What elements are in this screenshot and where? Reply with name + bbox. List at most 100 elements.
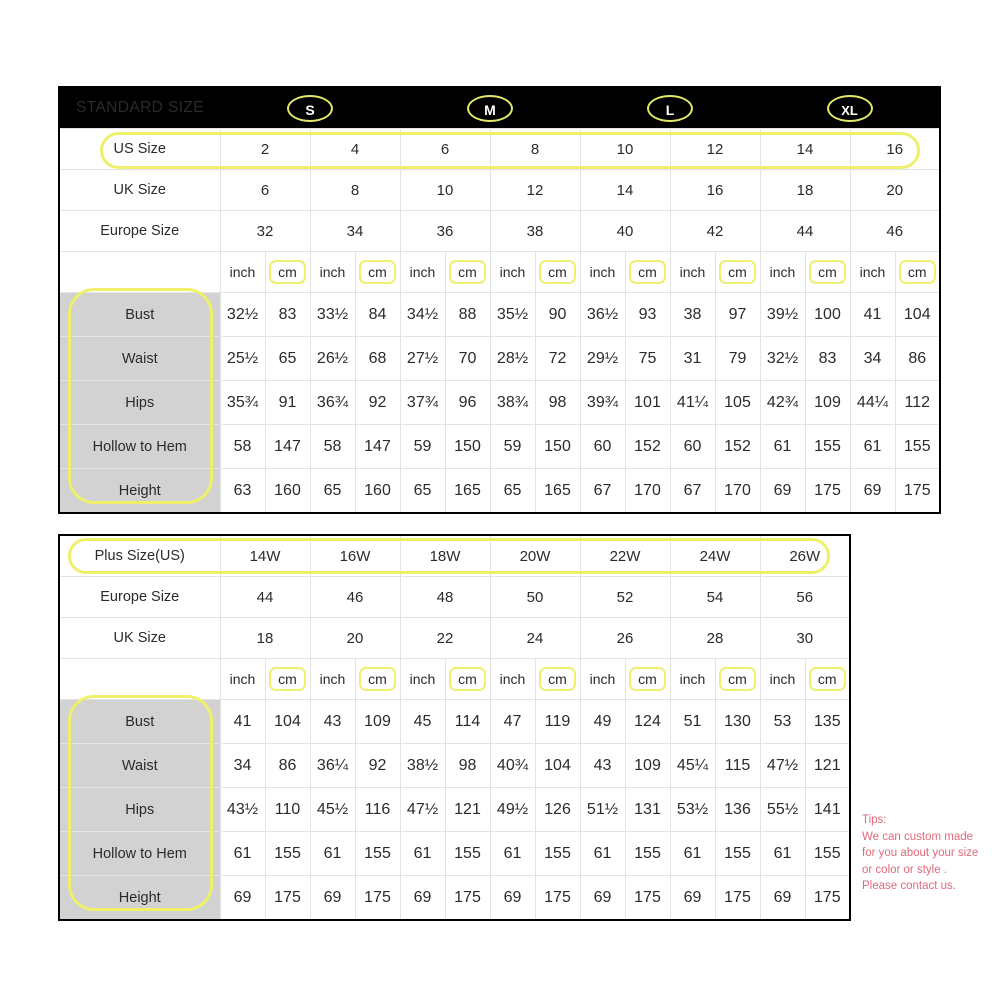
- unit-inch: inch: [309, 658, 356, 700]
- cell-value: 160: [264, 468, 311, 514]
- row-label-waist-plus: Waist: [58, 743, 221, 788]
- cell-value: 20W: [489, 534, 581, 577]
- cell-value: 61: [219, 831, 266, 876]
- cell-value: 90: [534, 292, 581, 337]
- cell-value: 61: [759, 424, 806, 469]
- cell-value: 18W: [399, 534, 491, 577]
- cell-value: 98: [534, 380, 581, 425]
- cell-value: 69: [849, 468, 896, 514]
- cell-value: 43: [579, 743, 626, 788]
- size-badge-l: L: [647, 94, 693, 122]
- cell-value: 124: [624, 699, 671, 744]
- row-label-bust: Bust: [58, 292, 221, 337]
- cell-value: 18: [219, 617, 311, 659]
- cell-value: 44¼: [849, 380, 896, 425]
- cell-value: 109: [624, 743, 671, 788]
- cell-value: 68: [354, 336, 401, 381]
- cell-value: 41¼: [669, 380, 716, 425]
- cell-value: 34: [849, 336, 896, 381]
- cell-value: 24W: [669, 534, 761, 577]
- unit-cm: cm: [714, 251, 761, 293]
- cell-value: 98: [444, 743, 491, 788]
- cell-value: 25½: [219, 336, 266, 381]
- cell-value: 24: [489, 617, 581, 659]
- unit-cm: cm: [714, 658, 761, 700]
- cell-value: 121: [804, 743, 851, 788]
- cell-value: 69: [309, 875, 356, 921]
- unit-row-label: [58, 658, 221, 700]
- tips-line: for you about your size: [862, 847, 979, 859]
- cell-value: 32½: [219, 292, 266, 337]
- unit-row-plus: inch cm inch cm inch cm inch cm inch cm …: [58, 658, 851, 700]
- cell-value: 49½: [489, 787, 536, 832]
- cell-value: 136: [714, 787, 761, 832]
- cell-value: 38: [489, 210, 581, 252]
- cell-value: 50: [489, 576, 581, 618]
- unit-cm: cm: [624, 658, 671, 700]
- size-badge-xl: XL: [826, 94, 873, 122]
- row-label-hips-plus: Hips: [58, 787, 221, 832]
- cell-value: 155: [894, 424, 941, 469]
- cell-value: 61: [579, 831, 626, 876]
- cell-value: 36¾: [309, 380, 356, 425]
- unit-cm-label: cm: [808, 667, 846, 691]
- cell-value: 10: [579, 128, 671, 170]
- cell-value: 65: [489, 468, 536, 514]
- cell-value: 40: [579, 210, 671, 252]
- unit-cm-label: cm: [719, 260, 756, 284]
- cell-value: 31: [669, 336, 716, 381]
- cell-value: 61: [309, 831, 356, 876]
- table-row: Hollow to Hem 61 155 61 155 61 155 61 15…: [58, 831, 851, 876]
- cell-value: 121: [444, 787, 491, 832]
- unit-cm-label: cm: [539, 667, 576, 691]
- cell-value: 43½: [219, 787, 266, 832]
- cell-value: 32½: [759, 336, 806, 381]
- unit-cm: cm: [354, 251, 401, 293]
- unit-row-standard: inch cm inch cm inch cm inch cm inch cm …: [58, 251, 941, 293]
- cell-value: 69: [759, 468, 806, 514]
- cell-value: 6: [399, 128, 491, 170]
- cell-value: 52: [579, 576, 671, 618]
- cell-value: 165: [534, 468, 581, 514]
- cell-value: 51½: [579, 787, 626, 832]
- cell-value: 14: [759, 128, 851, 170]
- cell-value: 16W: [309, 534, 401, 577]
- unit-row-label: [58, 251, 221, 293]
- cell-value: 2: [219, 128, 311, 170]
- cell-value: 155: [804, 424, 851, 469]
- row-label-europe-size: Europe Size: [58, 210, 221, 252]
- unit-cm: cm: [264, 251, 311, 293]
- cell-value: 34: [309, 210, 401, 252]
- cell-value: 96: [444, 380, 491, 425]
- tips-note: Tips: We can custom made for you about y…: [862, 812, 1000, 895]
- row-label-bust-plus: Bust: [58, 699, 221, 744]
- cell-value: 65: [399, 468, 446, 514]
- cell-value: 104: [264, 699, 311, 744]
- cell-value: 44: [759, 210, 851, 252]
- cell-value: 135: [804, 699, 851, 744]
- cell-value: 22: [399, 617, 491, 659]
- cell-value: 58: [309, 424, 356, 469]
- unit-cm-label: cm: [539, 260, 576, 284]
- cell-value: 155: [714, 831, 761, 876]
- cell-value: 116: [354, 787, 401, 832]
- cell-value: 38: [669, 292, 716, 337]
- cell-value: 175: [444, 875, 491, 921]
- cell-value: 26W: [759, 534, 851, 577]
- cell-value: 39¾: [579, 380, 626, 425]
- table-row: Height 63 160 65 160 65 165 65 165 67 17…: [58, 468, 941, 514]
- cell-value: 101: [624, 380, 671, 425]
- cell-value: 34½: [399, 292, 446, 337]
- cell-value: 61: [489, 831, 536, 876]
- size-badge-m: M: [467, 94, 513, 122]
- tips-line: or color or style .: [862, 863, 947, 876]
- cell-value: 38¾: [489, 380, 536, 425]
- row-label-us-size: US Size: [58, 128, 221, 170]
- unit-inch: inch: [489, 251, 536, 293]
- unit-inch: inch: [669, 251, 716, 293]
- cell-value: 12: [489, 169, 581, 211]
- cell-value: 37¾: [399, 380, 446, 425]
- cell-value: 92: [354, 380, 401, 425]
- cell-value: 35¾: [219, 380, 266, 425]
